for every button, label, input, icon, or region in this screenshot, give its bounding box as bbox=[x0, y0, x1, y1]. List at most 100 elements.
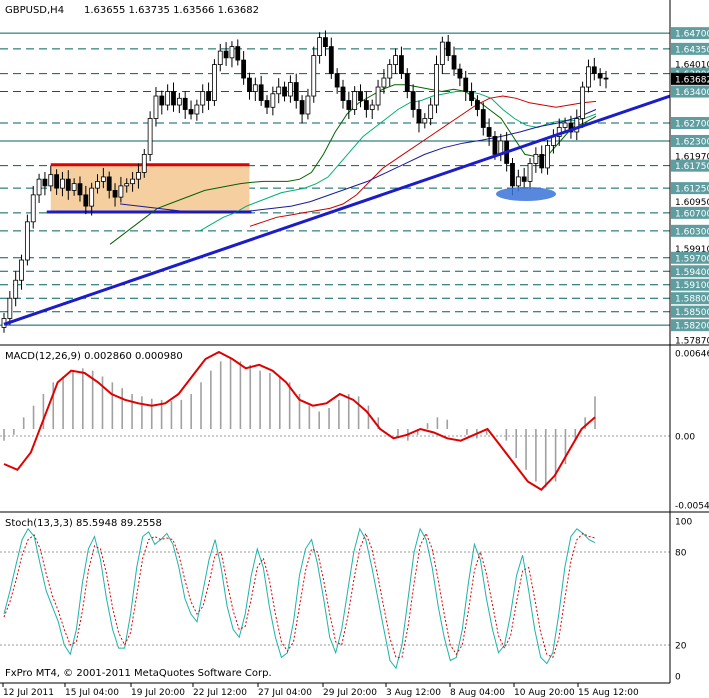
price-label-background bbox=[671, 85, 709, 98]
time-axis-label: 29 Jul 20:00 bbox=[323, 688, 377, 698]
candle-body bbox=[323, 37, 328, 48]
macd-histogram bbox=[3, 359, 596, 488]
candle-body bbox=[527, 163, 533, 182]
candle-body bbox=[422, 118, 428, 124]
stochastic-main-line bbox=[3, 527, 596, 670]
candle-body bbox=[252, 84, 258, 92]
price-axis-label: 1.57870 bbox=[675, 337, 709, 347]
price-axis-label: 1.59400 bbox=[675, 268, 709, 278]
price-axis-label: 1.58800 bbox=[675, 295, 709, 305]
candle-body bbox=[118, 185, 124, 198]
drawing-objects bbox=[3, 94, 671, 326]
time-axis-label: 15 Jul 04:00 bbox=[65, 688, 119, 698]
candle-body bbox=[591, 66, 597, 74]
candle-body bbox=[340, 86, 346, 101]
price-label-background bbox=[671, 134, 709, 147]
candle-body bbox=[445, 41, 451, 56]
candle-body bbox=[124, 183, 130, 187]
price-label-background bbox=[671, 292, 709, 305]
price-axis-label: 1.61750 bbox=[675, 162, 709, 172]
price-label-background bbox=[671, 265, 709, 278]
candle-body bbox=[586, 66, 591, 88]
stochastic-axis-label: 80 bbox=[675, 549, 687, 559]
price-axis-label: 1.62700 bbox=[675, 119, 709, 129]
candle-body bbox=[24, 221, 30, 261]
candle-body bbox=[264, 100, 270, 108]
ohlc-header: 1.63655 1.63735 1.63566 1.63682 bbox=[84, 5, 259, 16]
price-axis-label: 1.63682 bbox=[675, 75, 709, 85]
price-axis-label: 1.61970 bbox=[675, 152, 709, 162]
time-axis-label: 3 Aug 12:00 bbox=[386, 688, 441, 698]
price-axis-label: 1.58200 bbox=[675, 322, 709, 332]
macd-label: MACD(12,26,9) 0.002860 0.000980 bbox=[5, 351, 183, 362]
candle-body bbox=[194, 104, 200, 115]
candle-body bbox=[428, 104, 434, 119]
price-axis-label: 1.60950 bbox=[675, 198, 709, 208]
candle-body bbox=[521, 176, 527, 182]
candle-body bbox=[223, 50, 229, 59]
candle-body bbox=[580, 86, 586, 119]
candle-body bbox=[54, 174, 60, 189]
time-axis-label: 22 Jul 12:00 bbox=[193, 688, 247, 698]
candle-body bbox=[510, 163, 515, 187]
candle-body bbox=[83, 194, 89, 207]
candle-body bbox=[317, 37, 323, 56]
candle-body bbox=[276, 86, 282, 95]
time-axis-label: 8 Aug 04:00 bbox=[450, 688, 505, 698]
price-axis-label: 1.59700 bbox=[675, 254, 709, 264]
macd-signal-line bbox=[3, 350, 596, 491]
candle-body bbox=[539, 154, 545, 169]
candle-body bbox=[457, 68, 463, 79]
candle-body bbox=[346, 100, 352, 110]
candle-body bbox=[545, 145, 550, 169]
time-axis-label: 27 Jul 04:00 bbox=[258, 688, 312, 698]
price-axis-label: 1.60700 bbox=[675, 209, 709, 219]
time-axis: 12 Jul 2011 15 Jul 04:00 19 Jul 20:00 22 Ju… bbox=[2, 683, 639, 698]
price-axis-label: 1.58500 bbox=[675, 308, 709, 318]
candle-body bbox=[469, 91, 474, 101]
candle-body bbox=[311, 55, 317, 97]
price-label-background bbox=[671, 251, 709, 264]
candle-body bbox=[328, 46, 334, 74]
moving-average-line bbox=[119, 109, 597, 214]
candle-body bbox=[597, 73, 603, 79]
candle-body bbox=[112, 189, 118, 198]
price-axis-label: 1.64350 bbox=[675, 45, 709, 55]
candle-body bbox=[188, 109, 194, 115]
candle-body bbox=[369, 104, 375, 110]
price-label-background bbox=[671, 319, 709, 332]
price-axis-label: 1.64700 bbox=[675, 30, 709, 40]
macd-panel: MACD(12,26,9) 0.002860 0.000980 0.006460… bbox=[0, 344, 709, 512]
candle-body bbox=[282, 86, 287, 97]
candle-body bbox=[375, 86, 381, 106]
candle-body bbox=[270, 93, 276, 108]
candle-body bbox=[515, 176, 521, 187]
candle-body bbox=[13, 279, 19, 299]
candle-body bbox=[30, 194, 36, 223]
candle-body bbox=[562, 122, 568, 128]
candle-body bbox=[533, 154, 539, 164]
candle-body bbox=[480, 109, 486, 128]
candle-body bbox=[247, 77, 252, 92]
candle-body bbox=[439, 41, 445, 65]
candle-body bbox=[200, 91, 206, 106]
consolidation-rectangle bbox=[46, 163, 252, 214]
candle-body bbox=[159, 95, 165, 106]
candle-body bbox=[404, 73, 410, 92]
candle-body bbox=[212, 64, 217, 101]
price-label-background bbox=[671, 159, 709, 172]
candle-body bbox=[147, 118, 153, 155]
stochastic-signal-line bbox=[3, 532, 596, 659]
price-axis-label: 1.63400 bbox=[675, 88, 709, 98]
candle-body bbox=[363, 100, 369, 110]
candle-body bbox=[486, 127, 492, 137]
ascending-trendline bbox=[3, 94, 671, 326]
candle-body bbox=[574, 118, 580, 133]
candle-body bbox=[381, 77, 387, 88]
candle-body bbox=[7, 297, 13, 319]
candle-body bbox=[241, 59, 247, 79]
candle-body bbox=[100, 176, 106, 182]
candle-body bbox=[106, 176, 112, 191]
stochastic-panel: Stoch(13,3,3) 85.5948 89.2558 FxPro MT4,… bbox=[0, 511, 709, 683]
